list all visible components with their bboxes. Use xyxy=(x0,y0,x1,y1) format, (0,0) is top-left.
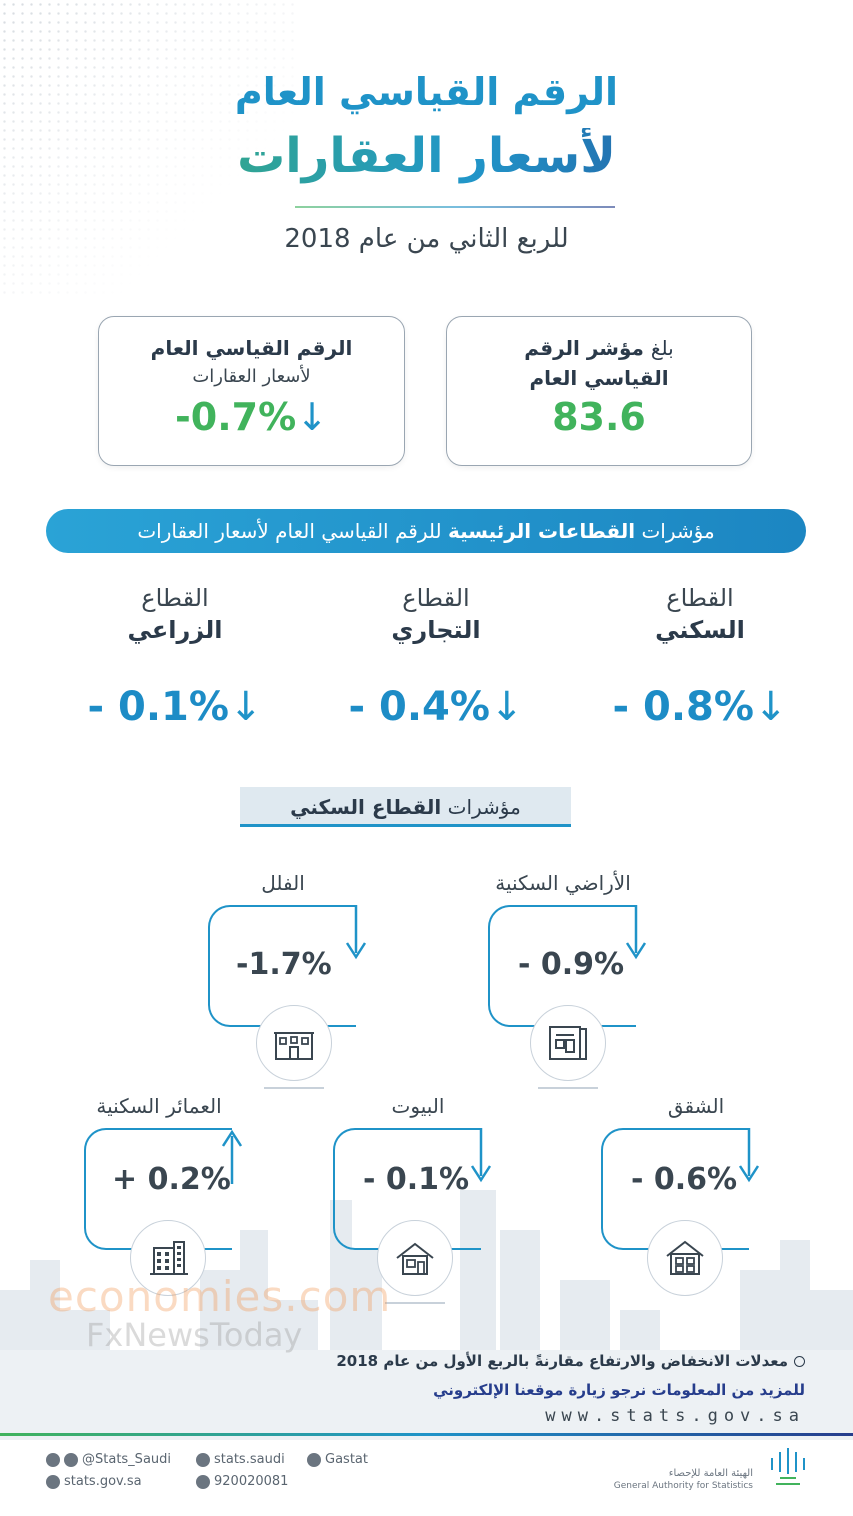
change-card-subtitle: لأسعار العقارات xyxy=(192,366,311,387)
gastat-org-name: الهيئة العامة للإحصاء General Authority … xyxy=(614,1468,753,1492)
blueprint-icon xyxy=(530,1005,606,1081)
residential-header-prefix: مؤشرات xyxy=(447,795,521,819)
title-line-1: الرقم القياسي العام xyxy=(234,70,619,114)
sectors-bar-bold: القطاعات الرئيسية xyxy=(447,519,636,543)
apartment-icon xyxy=(647,1220,723,1296)
indicator-land: الأراضي السكنية - 0.9% xyxy=(488,871,648,1089)
change-card-title: الرقم القياسي العام xyxy=(150,336,353,360)
index-card-line2: القياسي العام xyxy=(529,366,669,390)
footer-facebook[interactable]: stats.saudi xyxy=(196,1452,285,1467)
arrow-down-icon: ↓ xyxy=(753,684,788,730)
sector-residential-value: - 0.8%↓ xyxy=(600,684,800,730)
sectors-bar-suffix: للرقم القياسي العام لأسعار العقارات xyxy=(137,519,442,543)
title-line-2: لأسعار العقارات xyxy=(0,128,853,184)
org-name-ar: الهيئة العامة للإحصاء xyxy=(668,1468,753,1479)
footer-linkedin[interactable]: Gastat xyxy=(307,1452,368,1467)
arrow-down-icon xyxy=(738,1128,760,1183)
footer-website-text: stats.gov.sa xyxy=(64,1474,142,1489)
house-icon xyxy=(377,1220,453,1296)
indicator-land-value: - 0.9% xyxy=(518,947,625,982)
arrow-down-icon xyxy=(345,905,367,960)
gastat-logo xyxy=(771,1448,805,1485)
icon-base-line xyxy=(538,1087,598,1089)
indicator-apartments-label: الشقق xyxy=(667,1094,725,1118)
change-value: -0.7% xyxy=(174,395,297,439)
change-card: الرقم القياسي العام لأسعار العقارات -0.7… xyxy=(98,316,405,466)
footer-phone[interactable]: 920020081 xyxy=(196,1474,288,1489)
sector-commercial: القطاع التجاري - 0.4%↓ xyxy=(336,582,536,730)
building-icon xyxy=(130,1220,206,1296)
website-url[interactable]: www.stats.gov.sa xyxy=(545,1406,805,1426)
sector-commercial-line2: التجاري xyxy=(391,616,481,644)
index-card: بلغ مؤشر الرقم القياسي العام 83.6 xyxy=(446,316,752,466)
globe-icon xyxy=(46,1474,60,1489)
twitter-icon xyxy=(46,1452,60,1467)
comparison-note: معدلات الانخفاض والارتفاع مقارنةً بالربع… xyxy=(336,1352,805,1370)
arrow-down-icon: ↓ xyxy=(228,684,263,730)
sector-commercial-value: - 0.4%↓ xyxy=(336,684,536,730)
indicator-land-label: الأراضي السكنية xyxy=(495,871,631,895)
sector-agricultural-line1: القطاع xyxy=(141,584,209,612)
sector-agricultural-pct: - 0.1% xyxy=(87,684,229,730)
sector-commercial-pct: - 0.4% xyxy=(348,684,490,730)
index-card-bold: مؤشر الرقم xyxy=(524,336,644,360)
indicator-villas-value: -1.7% xyxy=(236,947,332,982)
facebook-icon xyxy=(196,1452,210,1467)
change-card-value: -0.7%↓ xyxy=(99,395,404,439)
indicator-villas: الفلل -1.7% xyxy=(208,871,368,1089)
arrow-down-icon xyxy=(470,1128,492,1183)
indicator-houses: البيوت - 0.1% xyxy=(333,1094,493,1308)
indicator-apartments-value: - 0.6% xyxy=(631,1162,738,1197)
sector-residential: القطاع السكني - 0.8%↓ xyxy=(600,582,800,730)
subtitle: للربع الثاني من عام 2018 xyxy=(284,224,569,254)
sector-residential-pct: - 0.8% xyxy=(612,684,754,730)
footer-twitter[interactable]: @Stats_Saudi xyxy=(46,1452,171,1467)
arrow-up-icon xyxy=(221,1129,243,1184)
arrow-down-icon xyxy=(625,905,647,960)
more-info-note: للمزيد من المعلومات نرجو زيارة موقعنا ال… xyxy=(433,1381,805,1399)
instagram-icon xyxy=(64,1452,78,1467)
footer-website[interactable]: stats.gov.sa xyxy=(46,1474,142,1489)
dot-pattern xyxy=(0,0,300,300)
index-card-title: بلغ مؤشر الرقم xyxy=(447,333,751,363)
residential-header-bold: القطاع السكني xyxy=(290,795,442,819)
linkedin-icon xyxy=(307,1452,321,1467)
indicator-houses-label: البيوت xyxy=(391,1094,445,1118)
indicator-buildings-value: + 0.2% xyxy=(112,1162,231,1197)
sectors-bar-prefix: مؤشرات xyxy=(641,519,715,543)
sector-residential-line1: القطاع xyxy=(666,584,734,612)
icon-base-line xyxy=(264,1087,324,1089)
indicator-residential-buildings: العمائر السكنية + 0.2% xyxy=(84,1094,244,1308)
watermark-fxnewstoday: FxNewsToday xyxy=(86,1316,303,1354)
indicator-villas-label: الفلل xyxy=(261,871,305,895)
sector-residential-line2: السكني xyxy=(655,616,745,644)
sector-agricultural: القطاع الزراعي - 0.1%↓ xyxy=(75,582,275,730)
indicator-apartments: الشقق - 0.6% xyxy=(601,1094,761,1308)
twitter-handle: @Stats_Saudi xyxy=(82,1452,172,1467)
residential-header: مؤشرات القطاع السكني xyxy=(240,787,571,827)
index-card-prefix: بلغ xyxy=(650,336,674,360)
linkedin-handle: Gastat xyxy=(325,1452,368,1467)
title-divider xyxy=(295,206,615,208)
sector-commercial-line1: القطاع xyxy=(402,584,470,612)
sectors-header-bar: مؤشرات القطاعات الرئيسية للرقم القياسي ا… xyxy=(46,509,806,553)
watermark-economies: economies.com xyxy=(48,1272,392,1321)
footer-divider xyxy=(0,1433,853,1436)
villa-icon xyxy=(256,1005,332,1081)
phone-icon xyxy=(196,1474,210,1489)
index-card-value: 83.6 xyxy=(552,395,646,439)
arrow-down-icon: ↓ xyxy=(296,395,328,439)
icon-base-line xyxy=(385,1302,445,1304)
sector-agricultural-line2: الزراعي xyxy=(127,616,223,644)
arrow-down-icon: ↓ xyxy=(489,684,524,730)
org-name-en: General Authority for Statistics xyxy=(613,1481,753,1491)
facebook-handle: stats.saudi xyxy=(214,1452,285,1467)
indicator-houses-value: - 0.1% xyxy=(363,1162,470,1197)
sector-agricultural-value: - 0.1%↓ xyxy=(75,684,275,730)
indicator-buildings-label: العمائر السكنية xyxy=(96,1094,222,1118)
comparison-note-text: معدلات الانخفاض والارتفاع مقارنةً بالربع… xyxy=(336,1352,788,1370)
phone-number: 920020081 xyxy=(214,1474,289,1489)
bullet-circle-icon xyxy=(794,1356,805,1367)
city-skyline xyxy=(0,1190,853,1440)
